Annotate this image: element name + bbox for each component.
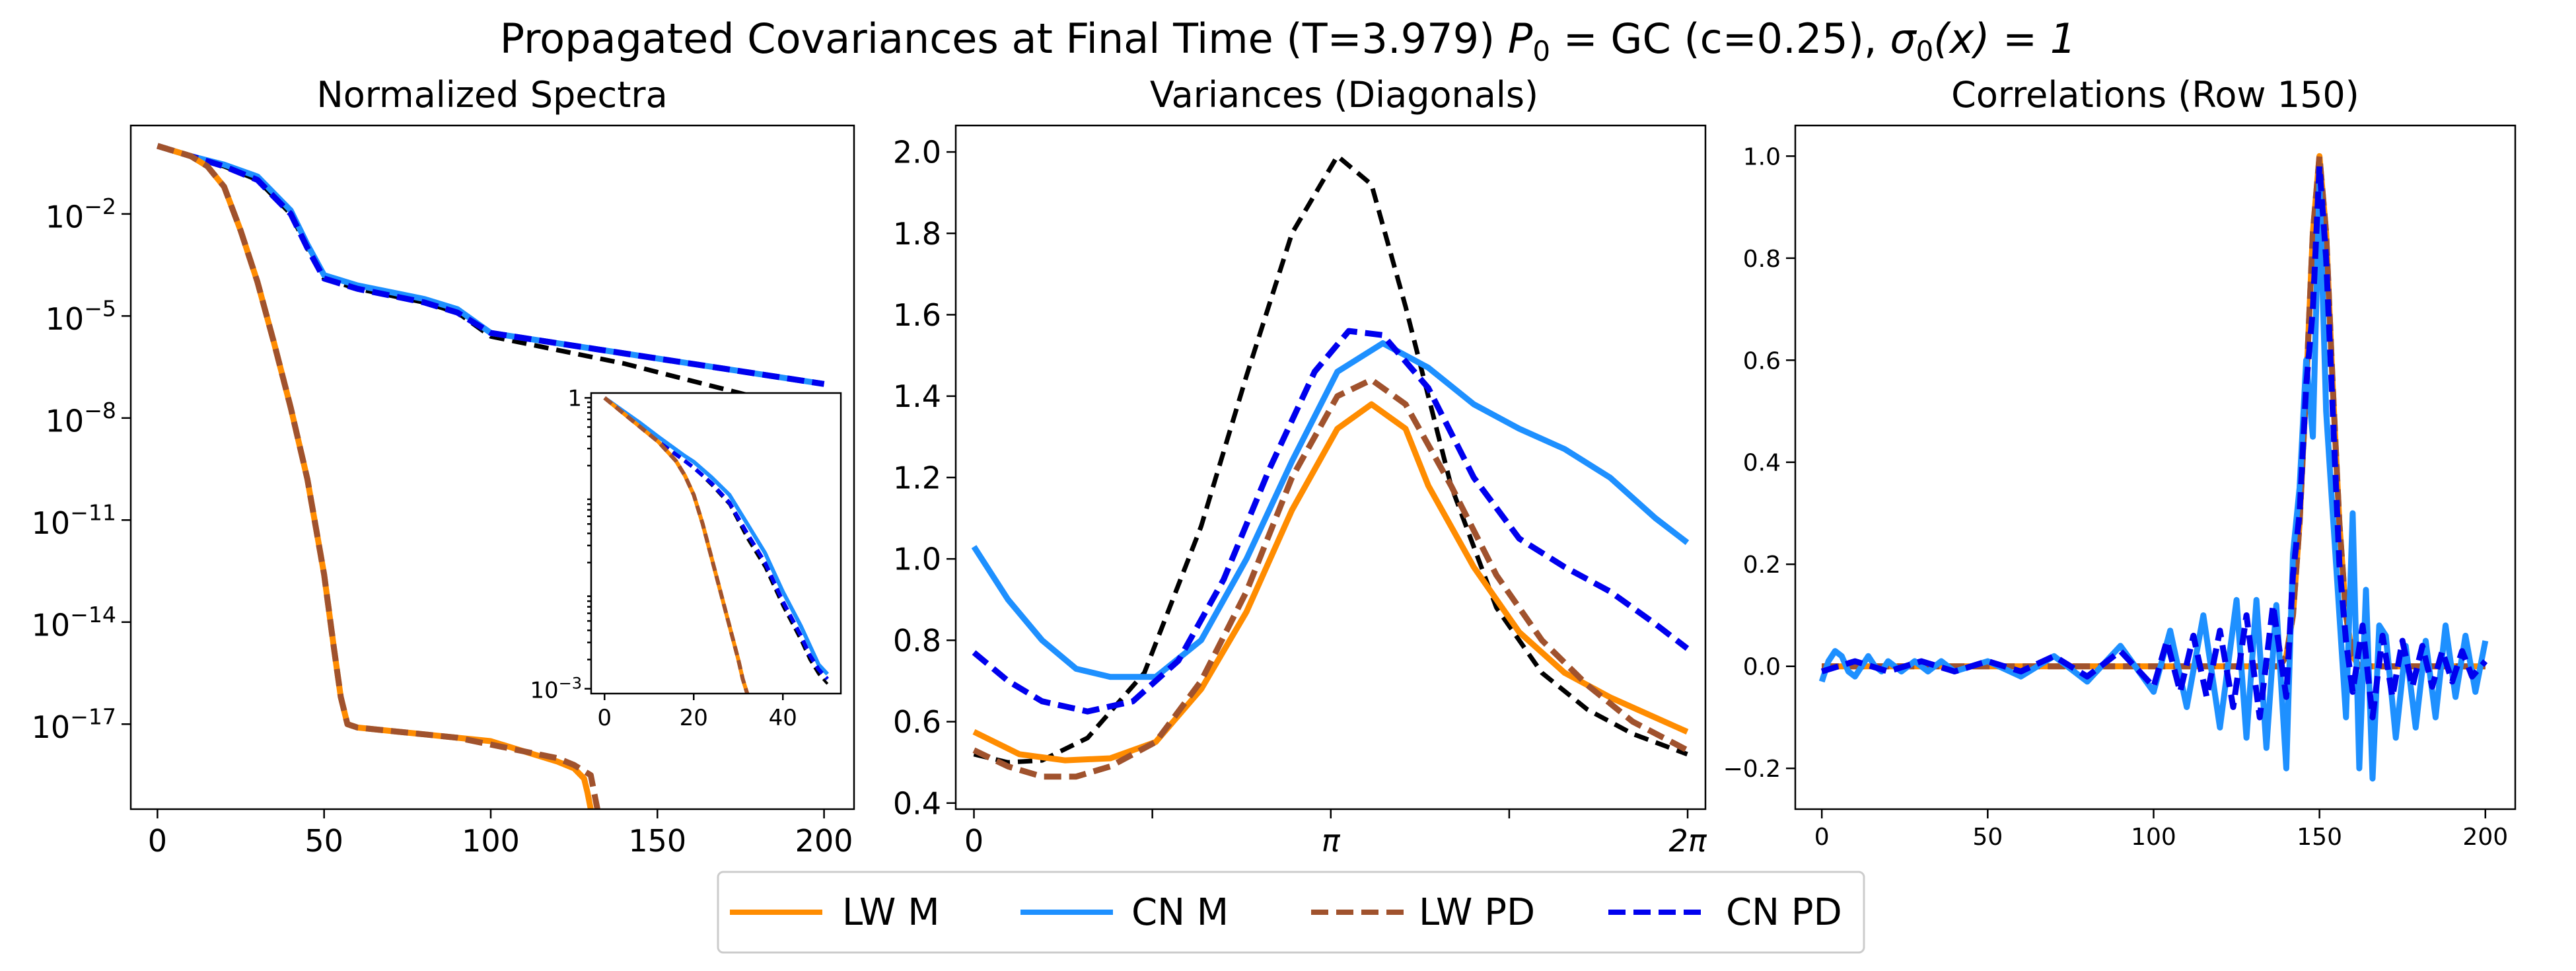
correlations-xtick-label: 0 [1814,824,1830,851]
suptitle-tail: (x) = 1 [1933,15,2076,63]
spectra-series-cn-pd [157,143,825,387]
spectra-xtick-label: 150 [628,823,686,859]
inset-plot-series [603,396,830,694]
correlations-xtick-label: 50 [1972,824,2003,851]
variances-ticks: 0 π 2π 0.4 0.6 0.8 1.0 1.2 1.4 1.6 1.8 2.0 [893,135,1707,859]
panel-variances: Variances (Diagonals) 0 π 2π 0.4 0.6 0.8 1.0 1.… [893,74,1707,859]
correlations-ytick-label: 0.4 [1743,450,1781,477]
correlations-ytick-label: 1.0 [1743,143,1781,170]
legend-label-lw-m: LW M [842,891,940,934]
inset-xtick-label: 20 [680,705,708,731]
variances-ytick-label: 0.4 [893,785,941,821]
legend-label-cn-m: CN M [1131,891,1229,934]
spectra-ytick-label: 10−8 [46,398,116,439]
legend-entry-cn-pd: CN PD [1608,891,1842,934]
panel-spectra: Normalized Spectra 0 50 100 150 20010−210−51… [32,74,855,859]
inset-xtick-label: 0 [597,705,612,731]
spectra-title: Normalized Spectra [316,74,667,116]
spectra-ytick-label: 10−11 [32,499,116,541]
variances-series-cn-m [971,340,1690,680]
inset-series-cn-m [603,396,830,676]
correlations-ytick-label: 0.8 [1743,246,1781,273]
variances-ytick-label: 1.0 [893,542,941,577]
correlations-xtick-label: 150 [2297,824,2342,851]
inset-plot-area [603,396,830,694]
legend-entry-cn-m: CN M [1020,891,1229,934]
correlations-xtick-label: 100 [2131,824,2176,851]
legend-box [717,871,1865,954]
variances-xtick-label: 2π [1669,823,1707,859]
variances-ytick-label: 1.2 [893,460,941,495]
spectra-xtick-label: 200 [795,823,853,859]
spectra-inset: 0 20 40 1 10−3 [530,385,842,731]
suptitle-main: Propagated Covariances at Final Time (T=… [500,15,1508,63]
inset-ticks: 0 20 40 1 10−3 [530,385,797,731]
inset-background [591,393,841,694]
spectra-series-lw-m [157,143,594,809]
inset-series-cn-pd [603,396,830,681]
correlations-title: Correlations (Row 150) [1951,74,2359,116]
correlations-xtick-label: 200 [2462,824,2508,851]
variances-ytick-label: 1.6 [893,297,941,333]
spectra-ytick-label: 10−14 [32,602,116,643]
variances-ytick-label: 0.8 [893,623,941,659]
correlations-plot-area [1818,153,2489,782]
variances-series-lw-pd [972,377,1689,780]
spectra-plot-area [157,143,825,809]
spectra-xtick-label: 50 [304,823,343,859]
inset-frame [590,392,842,695]
suptitle-sigma-sub: 0 [1916,35,1934,67]
correlations-series-cn-pd [1820,163,2488,721]
suptitle-p-sub: 0 [1532,35,1550,67]
correlations-ticks: 0 50 100 150 200 −0.2 0.0 0.2 0.4 0.6 0.8 1.0 [1723,143,2509,851]
correlations-ytick-label: −0.2 [1723,756,1781,783]
spectra-frame [129,124,855,810]
spectra-series-lw-pd [157,143,600,809]
variances-series-lw-m [972,401,1689,764]
variances-ytick-label: 2.0 [893,135,941,170]
figure-suptitle: Propagated Covariances at Final Time (T=… [500,15,2077,67]
legend-entry-lw-pd: LW PD [1311,891,1535,934]
correlations-series-truth [1822,153,2486,669]
legend-label-lw-pd: LW PD [1419,891,1535,934]
p1-plot-series [157,143,825,809]
legend: LW M CN M LW PD CN PD [717,871,1865,954]
variances-plot-area [971,153,1690,780]
variances-xtick-label: π [1322,823,1341,859]
spectra-ytick-label: 10−5 [46,295,116,337]
legend-label-cn-pd: CN PD [1726,891,1842,934]
inset-series-lw-pd [603,396,750,694]
inset-ytick-label: 1 [567,385,582,412]
spectra-ytick-label: 10−2 [46,194,116,235]
correlations-ytick-label: 0.2 [1743,552,1781,579]
spectra-ytick-label: 10−17 [32,703,116,745]
variances-xtick-label: 0 [964,823,984,859]
inset-xtick-label: 40 [769,705,797,731]
correlations-series-lw-pd [1822,153,2486,670]
suptitle-p: P [1508,15,1533,63]
correlations-series-lw-m [1822,153,2486,670]
spectra-xtick-label: 0 [148,823,167,859]
correlations-ytick-label: 0.0 [1743,654,1781,681]
suptitle-mid: = GC (c=0.25), [1550,15,1890,63]
variances-series-cn-pd [972,328,1690,715]
spectra-xtick-label: 100 [462,823,520,859]
correlations-series-cn-m [1818,178,2489,782]
panel-correlations: Correlations (Row 150) 0 50 100 150 200−0.20… [1723,74,2517,851]
variances-ytick-label: 0.6 [893,704,941,740]
variances-ytick-label: 1.8 [893,216,941,252]
variances-ytick-label: 1.4 [893,378,941,414]
variances-series-truth [973,153,1688,765]
inset-ytick-label: 10−3 [530,674,582,704]
correlations-frame [1794,124,2517,810]
p2-plot-series [971,153,1690,780]
suptitle-sigma: σ [1890,15,1917,63]
p3-plot-series [1818,153,2489,782]
correlations-ytick-label: 0.6 [1743,347,1781,375]
legend-entry-lw-m: LW M [730,891,940,934]
variances-title: Variances (Diagonals) [1150,74,1538,116]
